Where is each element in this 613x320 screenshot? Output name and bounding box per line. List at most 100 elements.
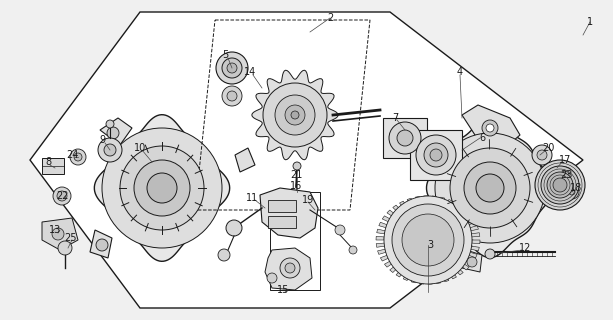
Circle shape xyxy=(424,143,448,167)
Polygon shape xyxy=(472,240,480,244)
Polygon shape xyxy=(393,205,401,212)
Polygon shape xyxy=(379,222,387,228)
Text: 18: 18 xyxy=(570,183,582,193)
Text: 16: 16 xyxy=(290,181,302,191)
Circle shape xyxy=(467,257,477,267)
Polygon shape xyxy=(432,196,436,203)
Polygon shape xyxy=(468,252,477,258)
Circle shape xyxy=(389,122,421,154)
Polygon shape xyxy=(252,70,338,160)
Polygon shape xyxy=(462,105,520,148)
Circle shape xyxy=(569,189,575,195)
Circle shape xyxy=(98,138,122,162)
Text: 17: 17 xyxy=(559,155,571,165)
Circle shape xyxy=(96,239,108,251)
Text: 13: 13 xyxy=(49,225,61,235)
Polygon shape xyxy=(471,246,479,251)
Polygon shape xyxy=(376,236,384,240)
Polygon shape xyxy=(94,115,230,261)
Circle shape xyxy=(120,146,204,230)
Polygon shape xyxy=(396,269,404,277)
Text: 15: 15 xyxy=(277,285,289,295)
Circle shape xyxy=(464,162,516,214)
Circle shape xyxy=(335,225,345,235)
Bar xyxy=(383,118,427,158)
Bar xyxy=(410,130,462,180)
Polygon shape xyxy=(443,274,449,282)
Text: 1: 1 xyxy=(587,17,593,27)
Circle shape xyxy=(435,133,545,243)
Text: 8: 8 xyxy=(45,157,51,167)
Circle shape xyxy=(226,220,242,236)
Polygon shape xyxy=(384,260,394,267)
Text: 25: 25 xyxy=(64,233,76,243)
Text: 6: 6 xyxy=(479,133,485,143)
Circle shape xyxy=(227,63,237,73)
Polygon shape xyxy=(424,196,428,203)
Polygon shape xyxy=(458,207,466,215)
Text: 11: 11 xyxy=(246,193,258,203)
Text: 19: 19 xyxy=(302,195,314,205)
Circle shape xyxy=(263,83,327,147)
Polygon shape xyxy=(449,271,457,279)
Polygon shape xyxy=(446,200,453,207)
Circle shape xyxy=(557,167,573,183)
Bar xyxy=(268,200,296,212)
Bar xyxy=(42,158,64,174)
Polygon shape xyxy=(439,197,445,204)
Circle shape xyxy=(384,196,472,284)
Circle shape xyxy=(52,228,64,240)
Polygon shape xyxy=(260,188,318,238)
Polygon shape xyxy=(30,12,583,308)
Circle shape xyxy=(275,95,315,135)
Polygon shape xyxy=(400,201,407,209)
Circle shape xyxy=(450,148,530,228)
Circle shape xyxy=(547,172,573,198)
Polygon shape xyxy=(381,255,389,261)
Circle shape xyxy=(147,173,177,203)
Circle shape xyxy=(280,258,300,278)
Polygon shape xyxy=(460,263,469,270)
Polygon shape xyxy=(411,276,417,283)
Circle shape xyxy=(218,249,230,261)
Polygon shape xyxy=(463,213,471,220)
Circle shape xyxy=(541,166,579,204)
Text: 10: 10 xyxy=(134,143,146,153)
Circle shape xyxy=(291,111,299,119)
Polygon shape xyxy=(377,229,386,234)
Circle shape xyxy=(285,263,295,273)
Circle shape xyxy=(102,128,222,248)
Circle shape xyxy=(70,149,86,165)
Circle shape xyxy=(267,273,277,283)
Polygon shape xyxy=(90,230,112,258)
Circle shape xyxy=(476,174,504,202)
Circle shape xyxy=(553,178,567,192)
Polygon shape xyxy=(465,258,474,264)
Text: 21: 21 xyxy=(290,170,302,180)
Circle shape xyxy=(293,162,301,170)
Polygon shape xyxy=(466,219,476,225)
Text: 2: 2 xyxy=(327,13,333,23)
Polygon shape xyxy=(471,233,480,237)
Text: 24: 24 xyxy=(66,150,78,160)
Polygon shape xyxy=(42,218,78,250)
Polygon shape xyxy=(376,243,384,247)
Text: 5: 5 xyxy=(222,50,228,60)
Circle shape xyxy=(535,160,585,210)
Circle shape xyxy=(392,204,464,276)
Polygon shape xyxy=(455,268,463,275)
Polygon shape xyxy=(435,276,441,284)
Circle shape xyxy=(416,135,456,175)
Circle shape xyxy=(222,86,242,106)
Polygon shape xyxy=(462,250,482,272)
Circle shape xyxy=(104,144,116,156)
Polygon shape xyxy=(235,148,255,172)
Polygon shape xyxy=(265,248,312,290)
Polygon shape xyxy=(407,198,414,206)
Polygon shape xyxy=(383,216,391,222)
Polygon shape xyxy=(427,118,554,258)
Circle shape xyxy=(402,214,454,266)
Polygon shape xyxy=(378,249,386,254)
Circle shape xyxy=(565,185,579,199)
Circle shape xyxy=(349,246,357,254)
